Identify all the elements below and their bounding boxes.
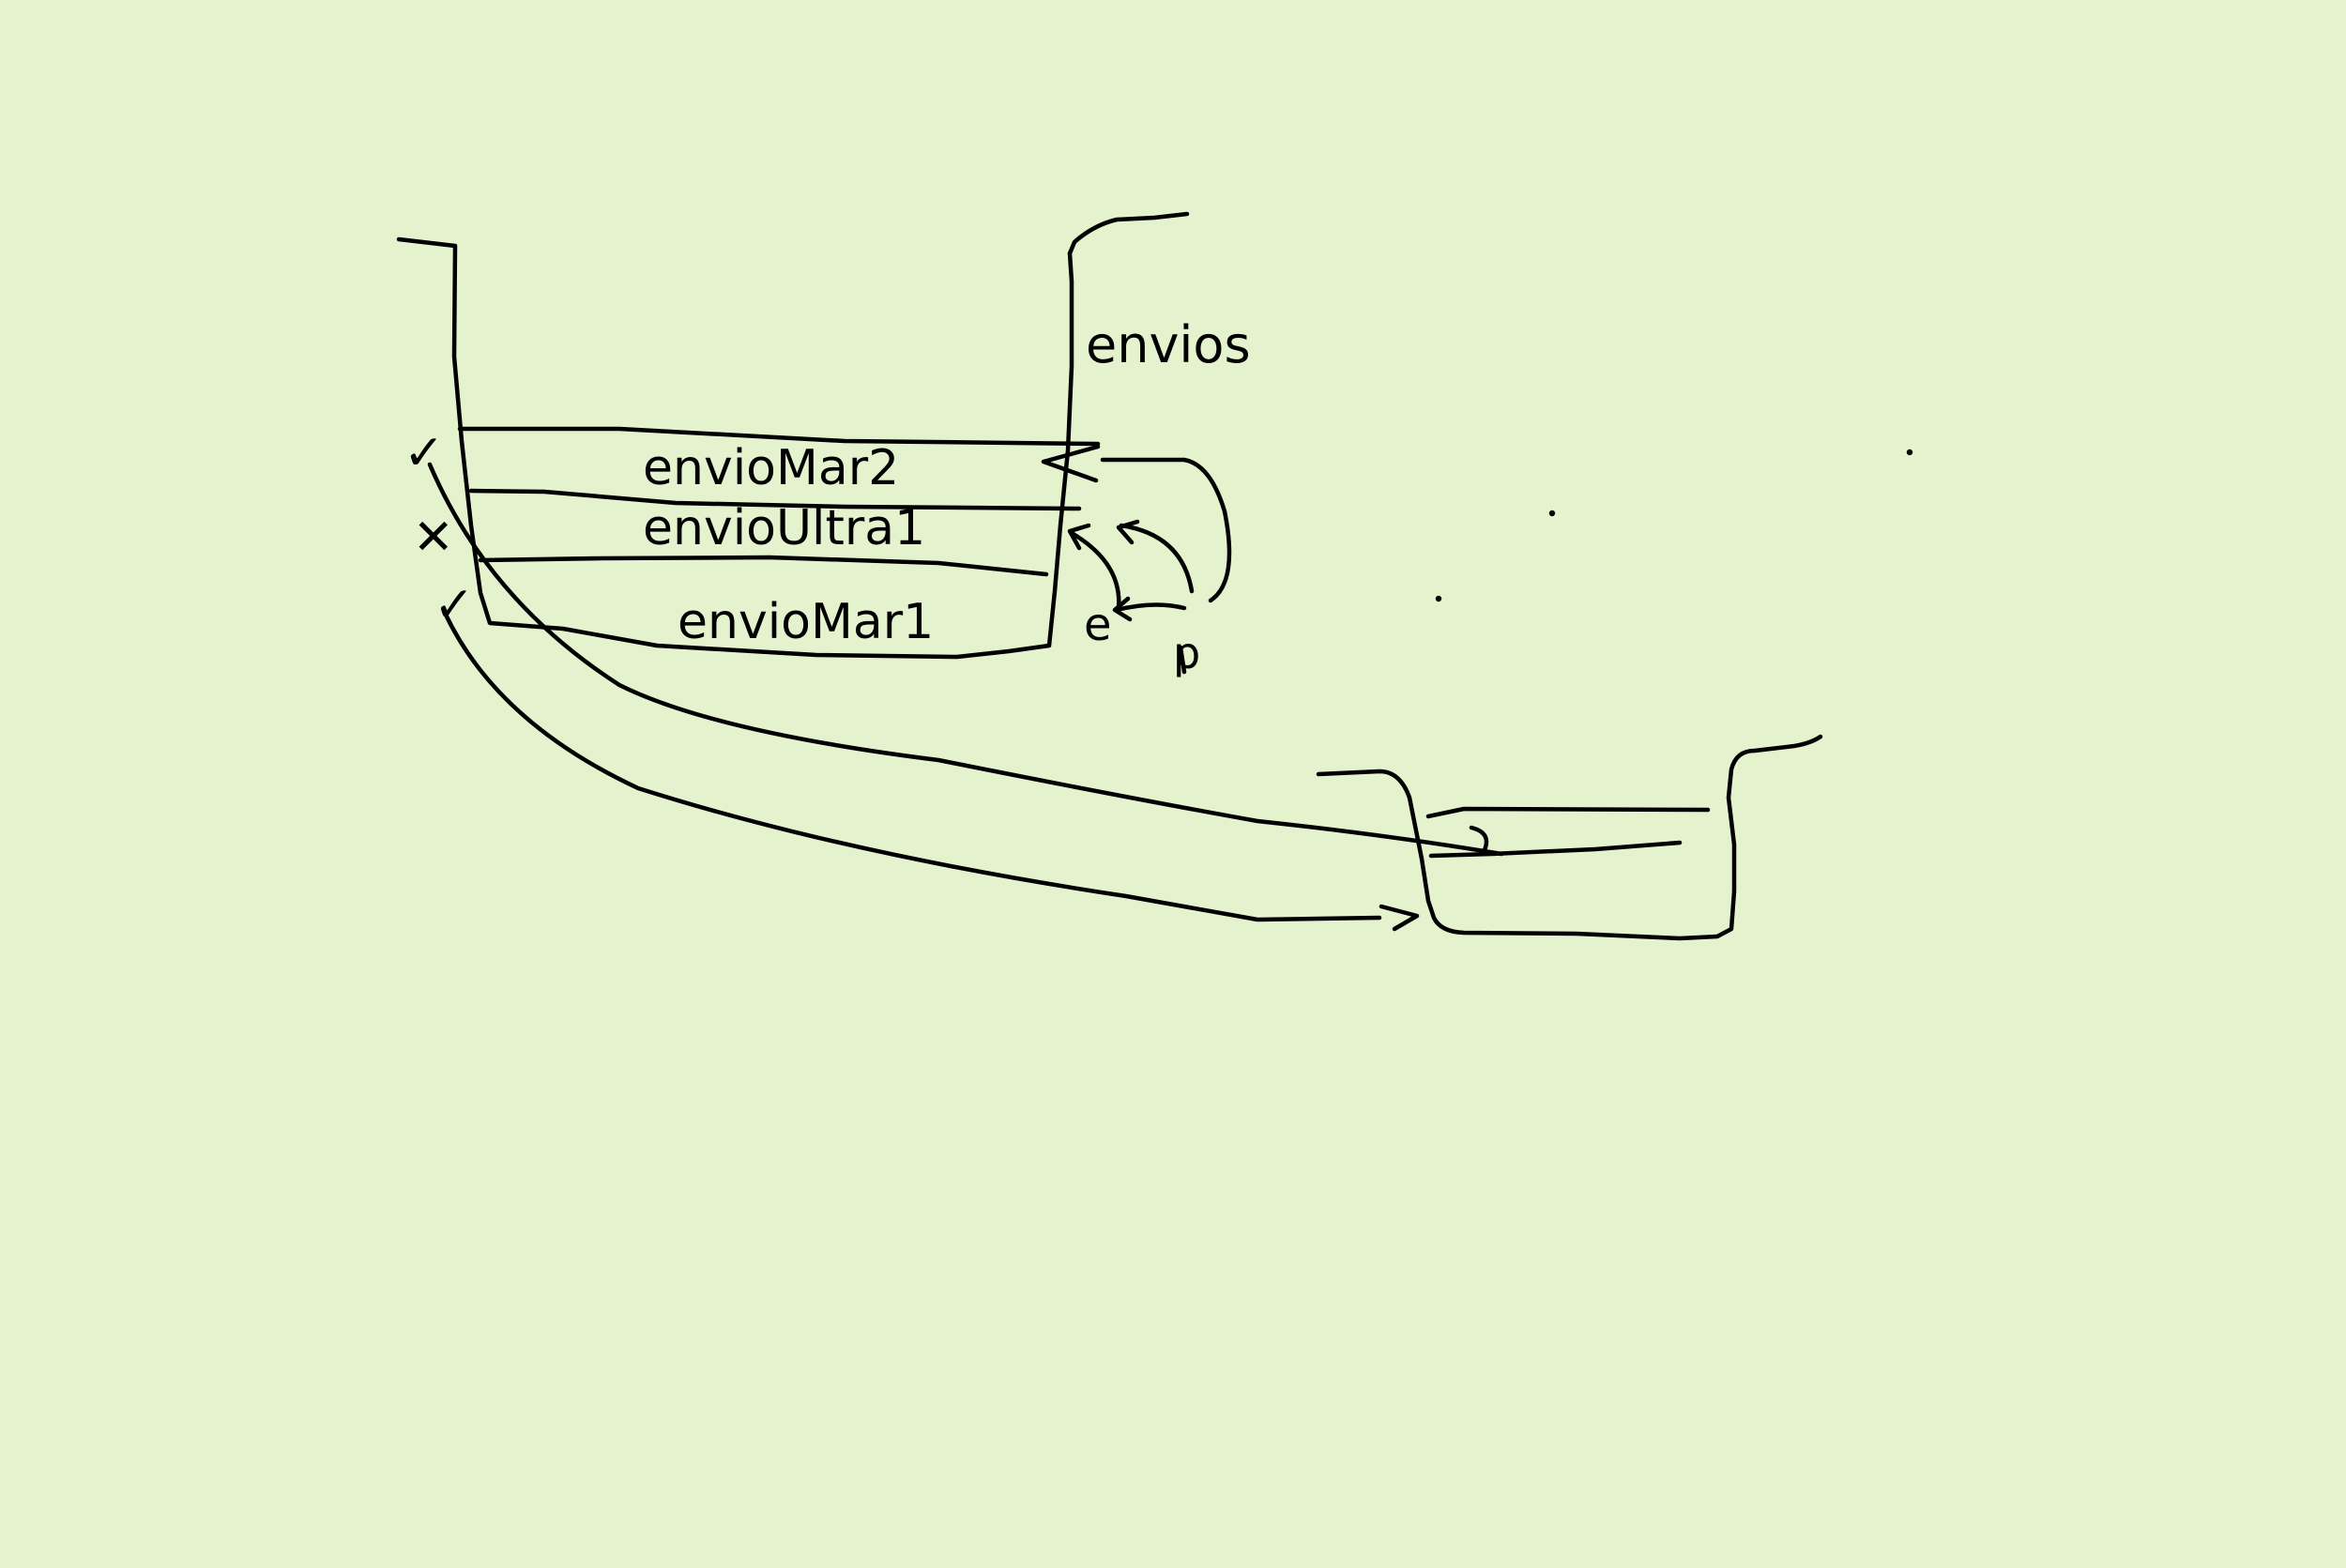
stack-item-2: envioUltra1: [643, 500, 925, 556]
curve-lower: [443, 612, 1382, 922]
stray-dot-2: [1548, 510, 1556, 517]
stack-item-3: envioMar1: [678, 594, 934, 650]
transfer-curves: [427, 462, 1504, 932]
stack-right-flare: [1067, 211, 1190, 256]
pointer-p-label: p: [1173, 628, 1200, 678]
curve-upper: [427, 462, 1504, 857]
arrow-p-to-item2: [1119, 523, 1195, 594]
stack-container-envios: [396, 211, 1190, 660]
check-mark-2: ✓: [434, 577, 475, 633]
divider-middle: [468, 488, 1082, 511]
arrow-e-to-item2-head: [1067, 523, 1091, 551]
arrow-p-to-e-head: [1112, 596, 1133, 622]
second-divider-top: [1425, 806, 1711, 819]
divider-top: [457, 426, 1101, 447]
second-container: [1316, 734, 1823, 941]
stack-item-1: envioMar2: [643, 440, 899, 496]
stack-left-wall: [396, 236, 1074, 660]
second-divider-bottom: [1428, 840, 1683, 859]
stack-dividers: [457, 426, 1101, 577]
stray-dot-1: [1906, 449, 1913, 456]
arrow-p-to-item2-head: [1116, 519, 1140, 545]
curve-lower-head: [1379, 904, 1420, 932]
stack-label: envios: [1086, 315, 1251, 374]
second-left-wall: [1316, 734, 1823, 941]
pointer-arrows: [1041, 444, 1232, 622]
arrow-p-to-top-head: [1041, 444, 1101, 483]
cross-mark: ✕: [413, 510, 454, 566]
pointer-p-stem: [1178, 645, 1187, 675]
divider-bottom: [478, 555, 1049, 577]
arrow-p-to-top: [1100, 457, 1232, 603]
check-mark-1: ✓: [404, 425, 445, 481]
arrow-p-to-e: [1114, 602, 1187, 613]
stray-dot-3: [1435, 595, 1442, 602]
second-inner-arrow: [1469, 825, 1489, 857]
pointer-e-label: e: [1084, 599, 1112, 651]
arrow-e-to-item2: [1069, 530, 1121, 611]
